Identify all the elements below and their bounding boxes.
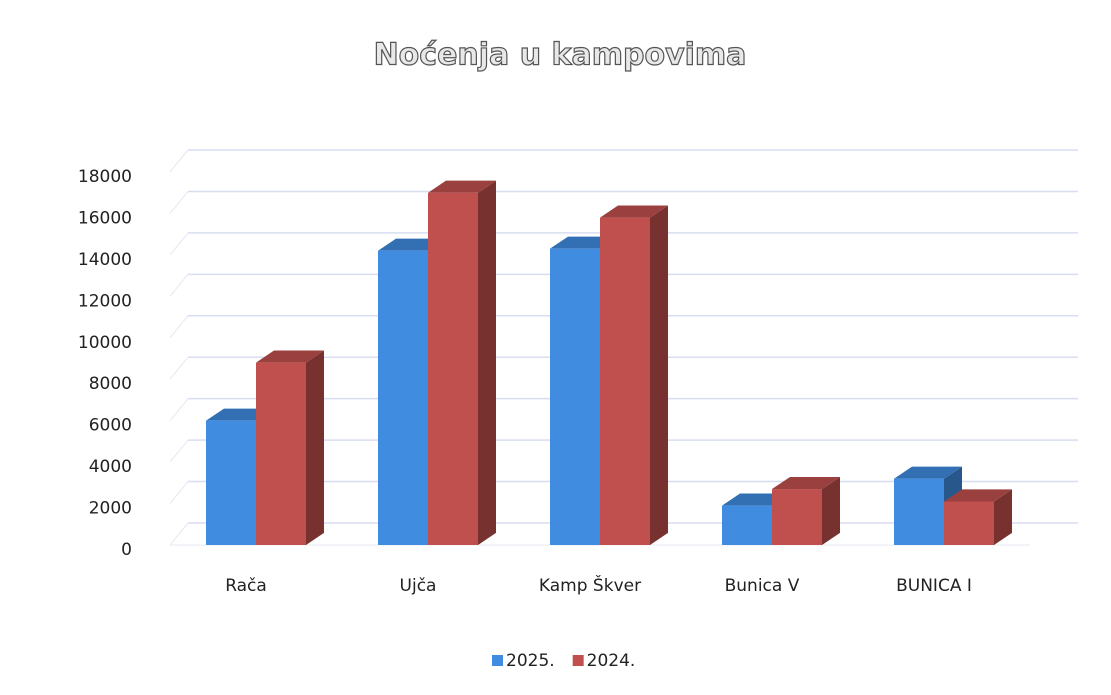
y-tick-label: 18000 (78, 167, 132, 187)
legend-swatch (492, 655, 503, 666)
bar-front (378, 250, 428, 545)
bar-side (478, 180, 496, 545)
bar (772, 476, 840, 545)
grid-line-side (169, 149, 189, 173)
y-tick-label: 8000 (89, 374, 132, 394)
grid-line-side (169, 481, 189, 504)
y-tick-label: 14000 (78, 250, 132, 270)
legend-label: 2025. (506, 651, 555, 671)
y-tick-label: 0 (121, 540, 132, 560)
bar-front (894, 478, 944, 545)
bar-top (944, 489, 1012, 502)
bar-front (600, 217, 650, 546)
y-tick-label: 6000 (89, 416, 132, 436)
bar-top (256, 350, 324, 363)
y-tick-label: 10000 (78, 333, 132, 353)
bar-front (428, 192, 478, 545)
grid-line-side (169, 315, 189, 339)
grid-line-side (169, 356, 189, 380)
bar (428, 180, 496, 545)
bar-top (894, 466, 962, 479)
bar-side (650, 205, 668, 545)
y-tick-label: 2000 (89, 499, 132, 519)
x-tick-label: BUNICA I (896, 576, 972, 596)
grid-line-side (169, 274, 189, 297)
bar (894, 466, 962, 545)
bar-top (772, 476, 840, 490)
grid-line-side (169, 191, 189, 214)
bar-front (550, 248, 600, 545)
bar-front (256, 362, 306, 545)
bar (600, 205, 668, 546)
grid-line-side (169, 232, 189, 256)
grid-line-side (169, 522, 189, 546)
bar (256, 350, 324, 545)
bar-side (822, 476, 840, 545)
bar-front (772, 489, 822, 545)
x-tick-label: Kamp Škver (539, 574, 641, 596)
x-tick-label: Ujča (400, 576, 437, 596)
legend-label: 2024. (587, 651, 636, 671)
bar-side (306, 350, 324, 545)
chart-title: Noćenja u kampovima (374, 38, 747, 73)
x-tick-label: Rača (225, 576, 267, 596)
bar-front (944, 501, 994, 545)
bar (944, 489, 1012, 545)
x-tick-label: Bunica V (725, 576, 800, 596)
y-tick-label: 4000 (89, 457, 132, 477)
y-tick-label: 12000 (78, 291, 132, 311)
legend-swatch (572, 655, 584, 666)
grid-line-side (169, 398, 189, 421)
bar-top (600, 205, 668, 218)
bar-front (722, 505, 772, 545)
bar-side (994, 489, 1012, 545)
bar-top (428, 180, 496, 193)
y-tick-label: 16000 (78, 208, 132, 228)
bar-front (206, 420, 256, 545)
grid-line-side (169, 439, 189, 463)
